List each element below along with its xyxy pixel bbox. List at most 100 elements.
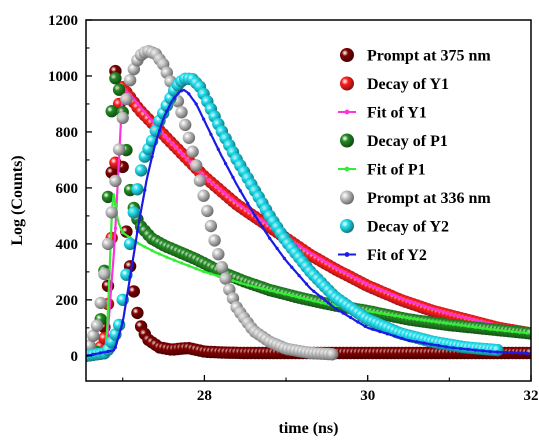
fit-marker bbox=[356, 277, 360, 281]
fit-marker bbox=[510, 329, 514, 334]
fit-marker bbox=[231, 279, 235, 283]
fit-marker bbox=[429, 306, 433, 310]
fit-marker bbox=[238, 189, 242, 193]
fit-marker bbox=[143, 110, 147, 114]
fit-marker bbox=[363, 281, 367, 285]
fit-marker bbox=[341, 311, 345, 315]
fit-marker bbox=[224, 192, 228, 196]
legend-label: Prompt at 336 nm bbox=[367, 190, 491, 207]
fit-marker bbox=[113, 226, 117, 230]
fit-marker bbox=[216, 147, 220, 151]
fit-marker bbox=[349, 315, 353, 320]
fit-marker bbox=[194, 102, 198, 106]
fit-marker bbox=[393, 293, 397, 298]
fit-marker bbox=[518, 351, 522, 355]
fit-marker bbox=[473, 325, 478, 329]
fit-marker bbox=[121, 231, 125, 235]
fit-marker bbox=[150, 155, 154, 159]
legend-marker bbox=[340, 48, 354, 62]
data-point bbox=[105, 105, 118, 118]
y-tick-label: 1000 bbox=[48, 69, 78, 85]
legend-label: Decay of Y2 bbox=[367, 219, 449, 236]
fit-marker bbox=[459, 315, 463, 319]
legend-marker bbox=[344, 166, 350, 172]
fit-marker bbox=[407, 339, 411, 343]
fit-marker bbox=[113, 345, 117, 349]
fit-marker bbox=[393, 334, 397, 338]
fit-marker bbox=[378, 311, 382, 315]
fit-marker bbox=[216, 186, 220, 190]
fit-marker bbox=[157, 252, 162, 256]
data-point bbox=[179, 118, 192, 132]
legend-item-decay-of-y1: Decay of Y1 bbox=[340, 76, 449, 93]
fit-marker bbox=[224, 162, 228, 166]
data-point bbox=[94, 296, 107, 310]
fit-marker bbox=[128, 275, 132, 279]
fit-marker bbox=[157, 128, 162, 133]
fit-marker bbox=[172, 96, 176, 100]
fit-marker bbox=[231, 175, 235, 179]
fit-marker bbox=[282, 292, 286, 296]
legend-label: Fit of Y1 bbox=[367, 105, 427, 122]
fit-marker bbox=[260, 219, 264, 223]
data-point bbox=[90, 319, 104, 332]
fit-marker bbox=[238, 203, 242, 208]
fit-marker bbox=[319, 295, 323, 299]
fit-marker bbox=[238, 281, 242, 285]
fit-marker bbox=[334, 266, 338, 270]
legend-marker bbox=[340, 219, 354, 233]
data-point bbox=[109, 174, 122, 188]
y-tick-label: 1200 bbox=[48, 13, 78, 29]
fit-marker bbox=[385, 332, 389, 336]
legend-marker bbox=[340, 133, 354, 148]
fit-marker bbox=[473, 348, 478, 352]
fit-marker bbox=[290, 294, 294, 298]
fit-marker bbox=[165, 109, 169, 113]
fit-marker bbox=[495, 350, 500, 354]
fit-marker bbox=[400, 297, 404, 301]
fit-marker bbox=[194, 267, 198, 271]
fit-marker bbox=[444, 321, 448, 325]
fit-marker bbox=[312, 289, 316, 293]
legend-item-fit-of-p1: Fit of P1 bbox=[338, 162, 426, 179]
legend-item-decay-of-y2: Decay of Y2 bbox=[340, 219, 449, 236]
fit-marker bbox=[179, 261, 184, 265]
fit-marker bbox=[275, 246, 279, 250]
fit-marker bbox=[407, 316, 411, 320]
plot-frame bbox=[85, 19, 532, 382]
fit-marker bbox=[246, 283, 250, 287]
data-point bbox=[193, 174, 207, 187]
fit-marker bbox=[209, 180, 213, 184]
fit-marker bbox=[106, 305, 110, 310]
fit-marker bbox=[113, 203, 117, 207]
fit-marker bbox=[466, 316, 470, 320]
fit-marker bbox=[253, 285, 257, 289]
legend-item-prompt-at-375-nm: Prompt at 375 nm bbox=[340, 48, 491, 65]
fit-marker bbox=[503, 329, 507, 333]
fit-marker bbox=[451, 346, 455, 350]
fit-marker bbox=[172, 144, 176, 148]
data-point bbox=[131, 183, 144, 196]
y-tick-label: 400 bbox=[56, 237, 79, 253]
data-point bbox=[219, 272, 232, 285]
legend-marker bbox=[344, 109, 350, 115]
fit-marker bbox=[312, 253, 316, 257]
fit-marker bbox=[304, 297, 309, 301]
data-point bbox=[101, 237, 115, 251]
fit-marker bbox=[304, 248, 309, 253]
fit-marker bbox=[326, 301, 331, 305]
fit-marker bbox=[143, 245, 147, 249]
x-tick-label: 32 bbox=[524, 388, 539, 404]
fit-marker bbox=[466, 324, 470, 328]
y-axis-title: Log (Counts) bbox=[9, 155, 26, 245]
data-point bbox=[112, 83, 126, 96]
fit-marker bbox=[415, 302, 419, 306]
x-tick-label: 30 bbox=[360, 388, 375, 404]
data-point bbox=[182, 131, 196, 144]
y-tick-label: 0 bbox=[71, 349, 79, 365]
fit-marker bbox=[99, 351, 103, 355]
fit-marker bbox=[290, 265, 294, 269]
fit-marker bbox=[202, 117, 206, 121]
data-point bbox=[123, 74, 137, 87]
data-point bbox=[491, 343, 504, 357]
